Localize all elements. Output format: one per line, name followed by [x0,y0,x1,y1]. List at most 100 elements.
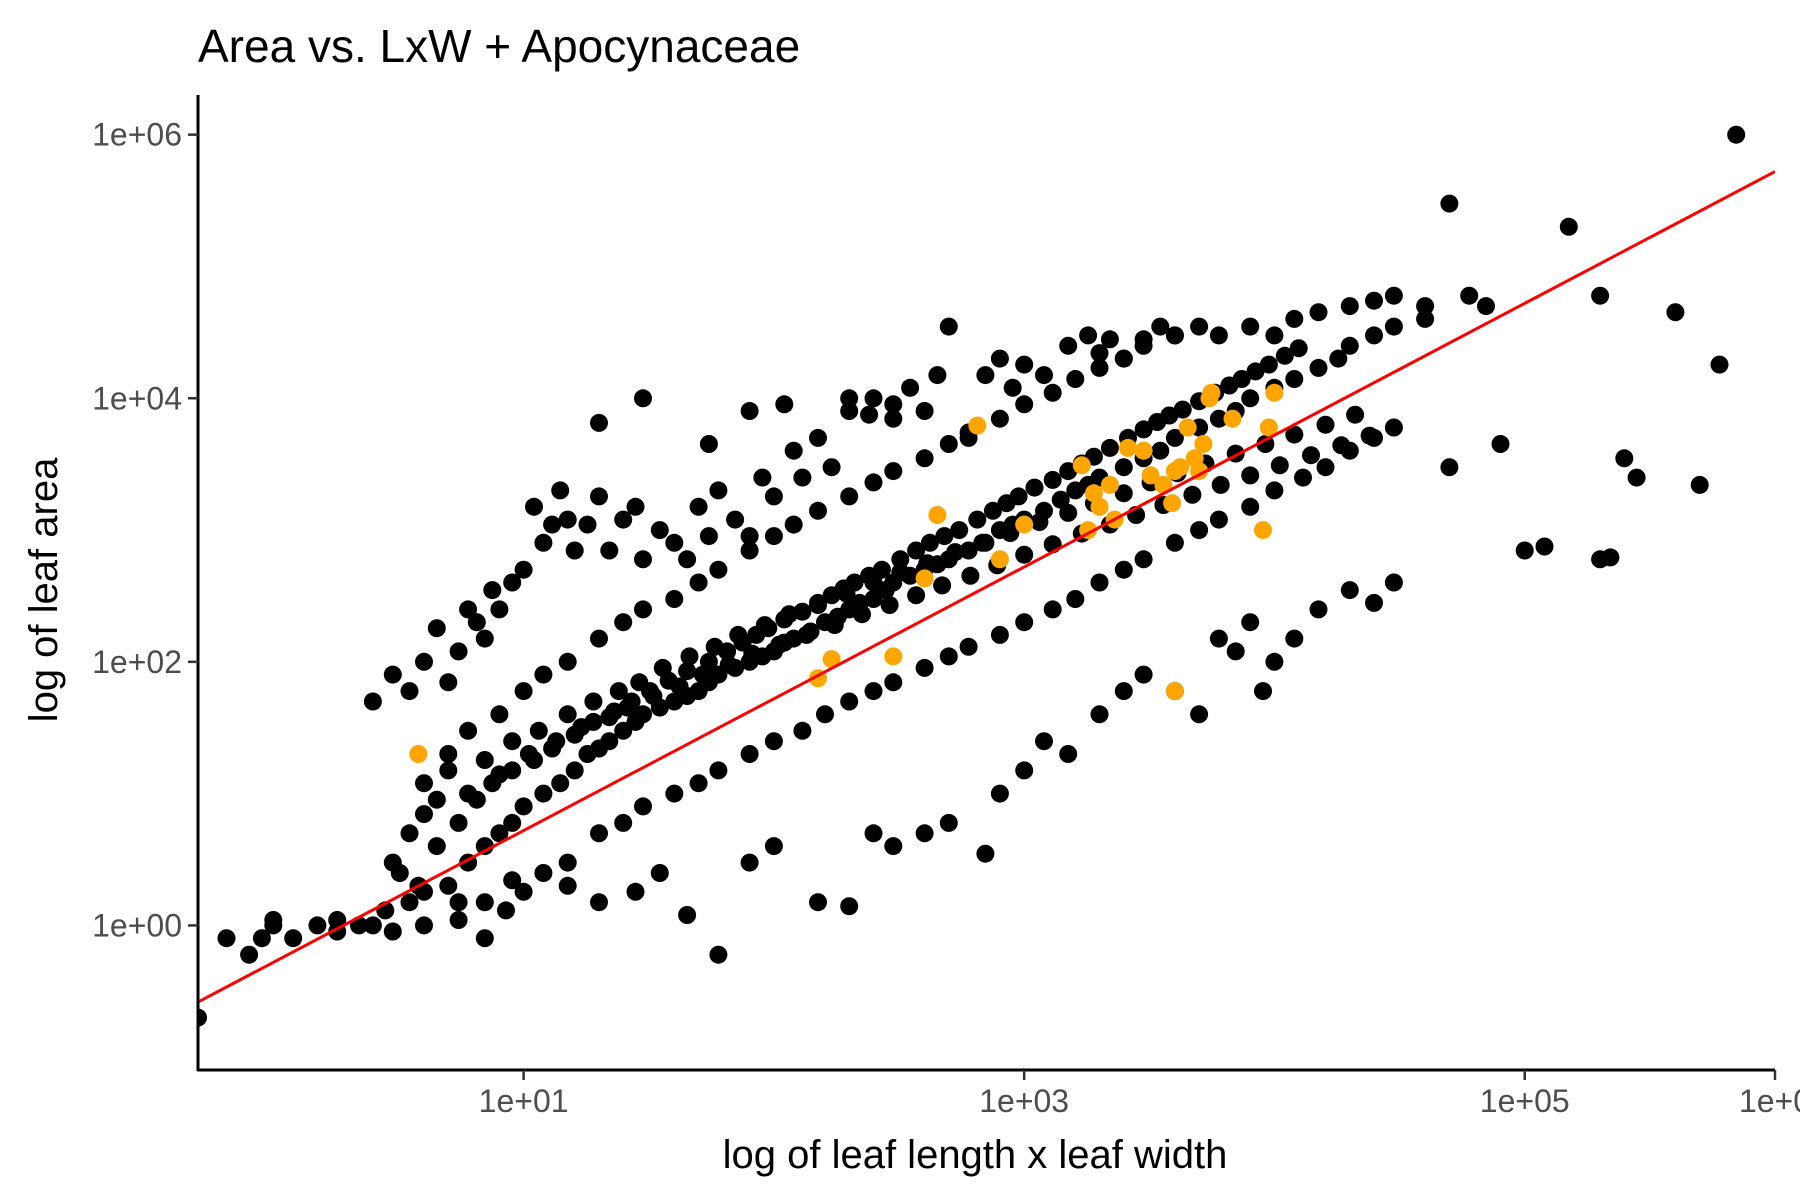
apocynaceae-point [1154,475,1173,494]
data-point [809,596,827,614]
data-point [1209,409,1228,428]
data-point [884,673,903,692]
data-point [400,824,419,843]
data-point [1134,330,1153,349]
data-point [514,560,533,579]
apocynaceae-point [1119,438,1137,457]
data-point [1079,326,1098,345]
data-point [740,541,759,560]
data-point [1346,405,1365,424]
apocynaceae-point [1265,383,1284,402]
data-point [590,413,608,432]
data-point [864,473,883,492]
data-point [543,515,562,534]
data-point [1015,761,1034,780]
data-point [853,605,871,624]
data-point [678,662,697,681]
apocynaceae-point [1178,418,1197,437]
data-point [1134,665,1153,684]
data-point [809,893,827,912]
data-point [383,922,402,941]
data-point [565,541,584,560]
data-point [709,761,728,780]
data-point [764,732,783,751]
data-point [1001,524,1020,542]
data-point [264,916,283,935]
data-point [1100,438,1119,457]
data-point [1025,478,1044,497]
data-point [1015,545,1034,564]
data-point [1090,573,1109,592]
data-point [644,687,663,706]
data-point [590,629,608,648]
data-point [1329,349,1348,368]
data-point [1285,309,1304,328]
data-point [1265,481,1284,500]
data-point [558,705,577,724]
data-point [822,458,841,477]
data-point [551,774,570,793]
data-point [1601,548,1620,567]
data-point [884,462,903,481]
data-point [729,625,748,644]
data-point [1015,395,1034,414]
data-point [884,409,903,428]
data-point [740,853,759,872]
data-point [1316,458,1335,477]
data-point [990,625,1009,644]
data-point [609,682,628,701]
data-point [872,560,891,579]
data-point [590,893,608,912]
data-point [415,916,433,935]
data-point [780,605,799,624]
data-point [740,527,759,546]
data-point [755,616,774,635]
data-point [1114,682,1133,701]
data-point [626,882,645,901]
data-point [1114,349,1133,368]
data-point [1440,194,1459,213]
data-point [884,395,903,414]
apocynaceae-point [1194,435,1213,453]
apocynaceae-point [884,647,903,666]
data-point [1035,366,1053,385]
data-point [884,837,903,856]
data-point [1114,458,1133,477]
data-point [1294,468,1312,487]
data-point [990,784,1009,803]
data-point [572,718,591,737]
series-0-group [198,125,1746,1027]
data-point [719,655,738,674]
data-point [976,844,995,863]
data-point [990,409,1009,428]
data-point [1309,303,1328,322]
data-point [1316,415,1335,434]
data-point [1477,297,1495,316]
data-point [1100,330,1119,349]
data-point [475,893,494,912]
data-point [1285,629,1304,648]
data-point [1275,346,1294,365]
data-point [475,751,494,769]
data-point [764,837,783,856]
data-point [1209,629,1228,648]
data-point [1209,326,1228,345]
data-point [1285,370,1304,388]
data-point [1241,317,1260,336]
data-point [743,644,762,663]
data-point [514,797,533,816]
data-point [590,487,608,506]
data-point [618,698,637,717]
data-point [1559,217,1578,236]
data-point [1332,436,1351,455]
data-point [699,527,718,546]
apocynaceae-point [990,550,1009,569]
data-point [797,625,816,644]
data-point [840,389,859,408]
data-point [968,510,987,529]
data-point [864,573,883,592]
data-point [427,837,446,856]
data-point [551,481,570,500]
data-point [1727,125,1746,144]
